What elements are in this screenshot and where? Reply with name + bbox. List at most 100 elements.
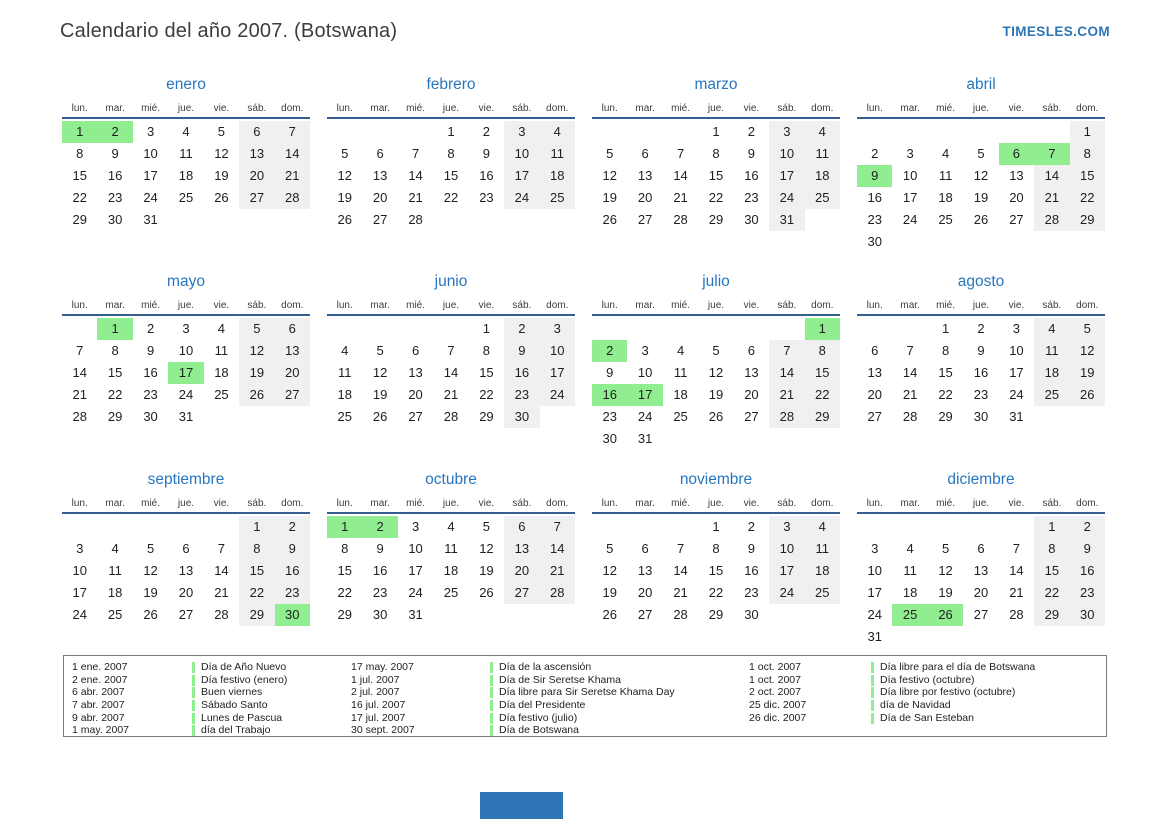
weekday-label: mar. [105, 498, 125, 509]
day-cell: 9 [482, 146, 491, 161]
legend-date: 7 abr. 2007 [72, 699, 125, 712]
day-cell: 13 [178, 563, 194, 578]
weekday-label: dom. [546, 498, 569, 509]
weekday-underline [857, 512, 1105, 514]
day-cell: 24 [408, 585, 423, 600]
weekday-underline [592, 314, 840, 316]
day-cell: 27 [274, 384, 310, 406]
day-cell: 24 [1009, 387, 1024, 402]
weekday-label: mar. [635, 103, 655, 114]
day-cell: 24 [143, 190, 158, 205]
legend-date: 2 ene. 2007 [72, 673, 128, 686]
month-title: noviembre [679, 471, 753, 488]
day-cell: 3 [539, 318, 575, 340]
legend-entry: Día festivo (julio) [490, 712, 749, 725]
day-cell: 10 [867, 563, 882, 578]
day-cell: 12 [479, 541, 494, 556]
day-cell: 10 [178, 343, 194, 358]
day-cell: 21 [72, 387, 87, 402]
day-cell: 17 [72, 585, 87, 600]
day-cell: 28 [769, 406, 805, 428]
legend-label: Buen viernes [201, 686, 263, 699]
empty-day-cell [999, 121, 1034, 143]
day-cell: 9 [274, 538, 310, 560]
legend-entry: Día libre para Sir Seretse Khama Day [490, 686, 749, 699]
day-cell: 25 [539, 187, 575, 209]
holiday-day-cell: 17 [627, 384, 663, 406]
empty-day-cell [168, 516, 203, 538]
legend-date: 9 abr. 2007 [72, 711, 125, 724]
day-cell: 14 [1009, 563, 1024, 578]
day-cell: 5 [146, 541, 155, 556]
day-cell: 14 [72, 365, 87, 380]
weekday-underline [592, 512, 840, 514]
empty-day-cell [928, 121, 963, 143]
weekday-label: vie. [1008, 300, 1025, 311]
day-cell: 18 [804, 560, 840, 582]
day-cell: 29 [804, 406, 840, 428]
empty-day-cell [627, 121, 662, 143]
month-grid: lun. mar. mié. jue. vie. sáb. dom. 1 2 3 4 5 6 7 8 9 10 1… [857, 101, 1105, 253]
legend-labels-column: Día de Año Nuevo Día festivo (enero) Buen … [192, 661, 351, 737]
month-title: septiembre [147, 471, 225, 488]
weekday-underline [62, 512, 310, 514]
day-cell: 10 [143, 146, 158, 161]
day-cell: 1 [712, 124, 720, 139]
weekday-label: vie. [213, 498, 230, 509]
day-cell: 24 [72, 607, 87, 622]
month-grid: lun. mar. mié. jue. vie. sáb. dom. 1 2 3 4 5 6 7 8 9 10 1… [592, 298, 840, 450]
day-cell: 10 [902, 168, 918, 183]
day-cell: 19 [479, 563, 494, 578]
day-cell: 25 [107, 607, 123, 622]
weekday-label: jue. [707, 498, 725, 509]
weekday-label: sáb. [512, 498, 532, 509]
day-cell: 2 [871, 146, 879, 161]
day-cell: 19 [337, 190, 352, 205]
weekday-label: lun. [866, 103, 883, 114]
weekday-label: sáb. [247, 103, 267, 114]
weekday-label: lun. [71, 498, 88, 509]
day-cell: 4 [804, 121, 840, 143]
weekday-label: lun. [336, 103, 353, 114]
day-cell: 20 [744, 387, 759, 402]
day-cell: 6 [977, 541, 985, 556]
day-cell: 5 [606, 146, 614, 161]
day-cell: 16 [107, 168, 123, 183]
day-cell: 1 [239, 516, 275, 538]
holiday-day-cell: 9 [857, 165, 893, 187]
day-cell: 13 [973, 563, 989, 578]
day-cell: 23 [1069, 582, 1105, 604]
page-title: Calendario del año 2007. (Botswana) [60, 20, 398, 42]
day-cell: 1 [1069, 121, 1105, 143]
day-cell: 30 [602, 431, 617, 446]
day-cell: 8 [239, 538, 275, 560]
weekday-label: sáb. [1042, 498, 1062, 509]
holiday-marker-icon [192, 712, 195, 724]
day-cell: 13 [867, 365, 882, 380]
day-cell: 25 [178, 190, 194, 205]
weekday-label: dom. [811, 103, 834, 114]
weekday-label: mar. [635, 498, 655, 509]
empty-day-cell [663, 318, 698, 340]
legend-entry: Día de la ascensión [490, 661, 749, 674]
weekday-label: dom. [546, 103, 569, 114]
day-cell: 7 [411, 146, 420, 161]
weekday-label: dom. [281, 103, 304, 114]
day-cell: 14 [274, 143, 310, 165]
day-cell: 20 [867, 387, 882, 402]
day-cell: 20 [274, 362, 310, 384]
day-cell: 20 [408, 387, 423, 402]
month-title: agosto [957, 273, 1005, 290]
empty-day-cell [362, 318, 397, 340]
day-cell: 19 [602, 585, 617, 600]
site-link[interactable]: TIMESLES.COM [1002, 24, 1110, 39]
day-cell: 5 [376, 343, 384, 358]
day-cell: 19 [143, 585, 158, 600]
month-junio: junio lun. mar. mié. jue. vie. sáb. dom. 1 2 3 4 5 6 7… [327, 272, 575, 470]
holiday-marker-icon [871, 674, 874, 686]
legend-date: 1 oct. 2007 [749, 673, 801, 686]
empty-day-cell [892, 318, 927, 340]
day-cell: 15 [708, 168, 724, 183]
day-cell: 2 [146, 321, 155, 336]
day-cell: 10 [769, 538, 805, 560]
